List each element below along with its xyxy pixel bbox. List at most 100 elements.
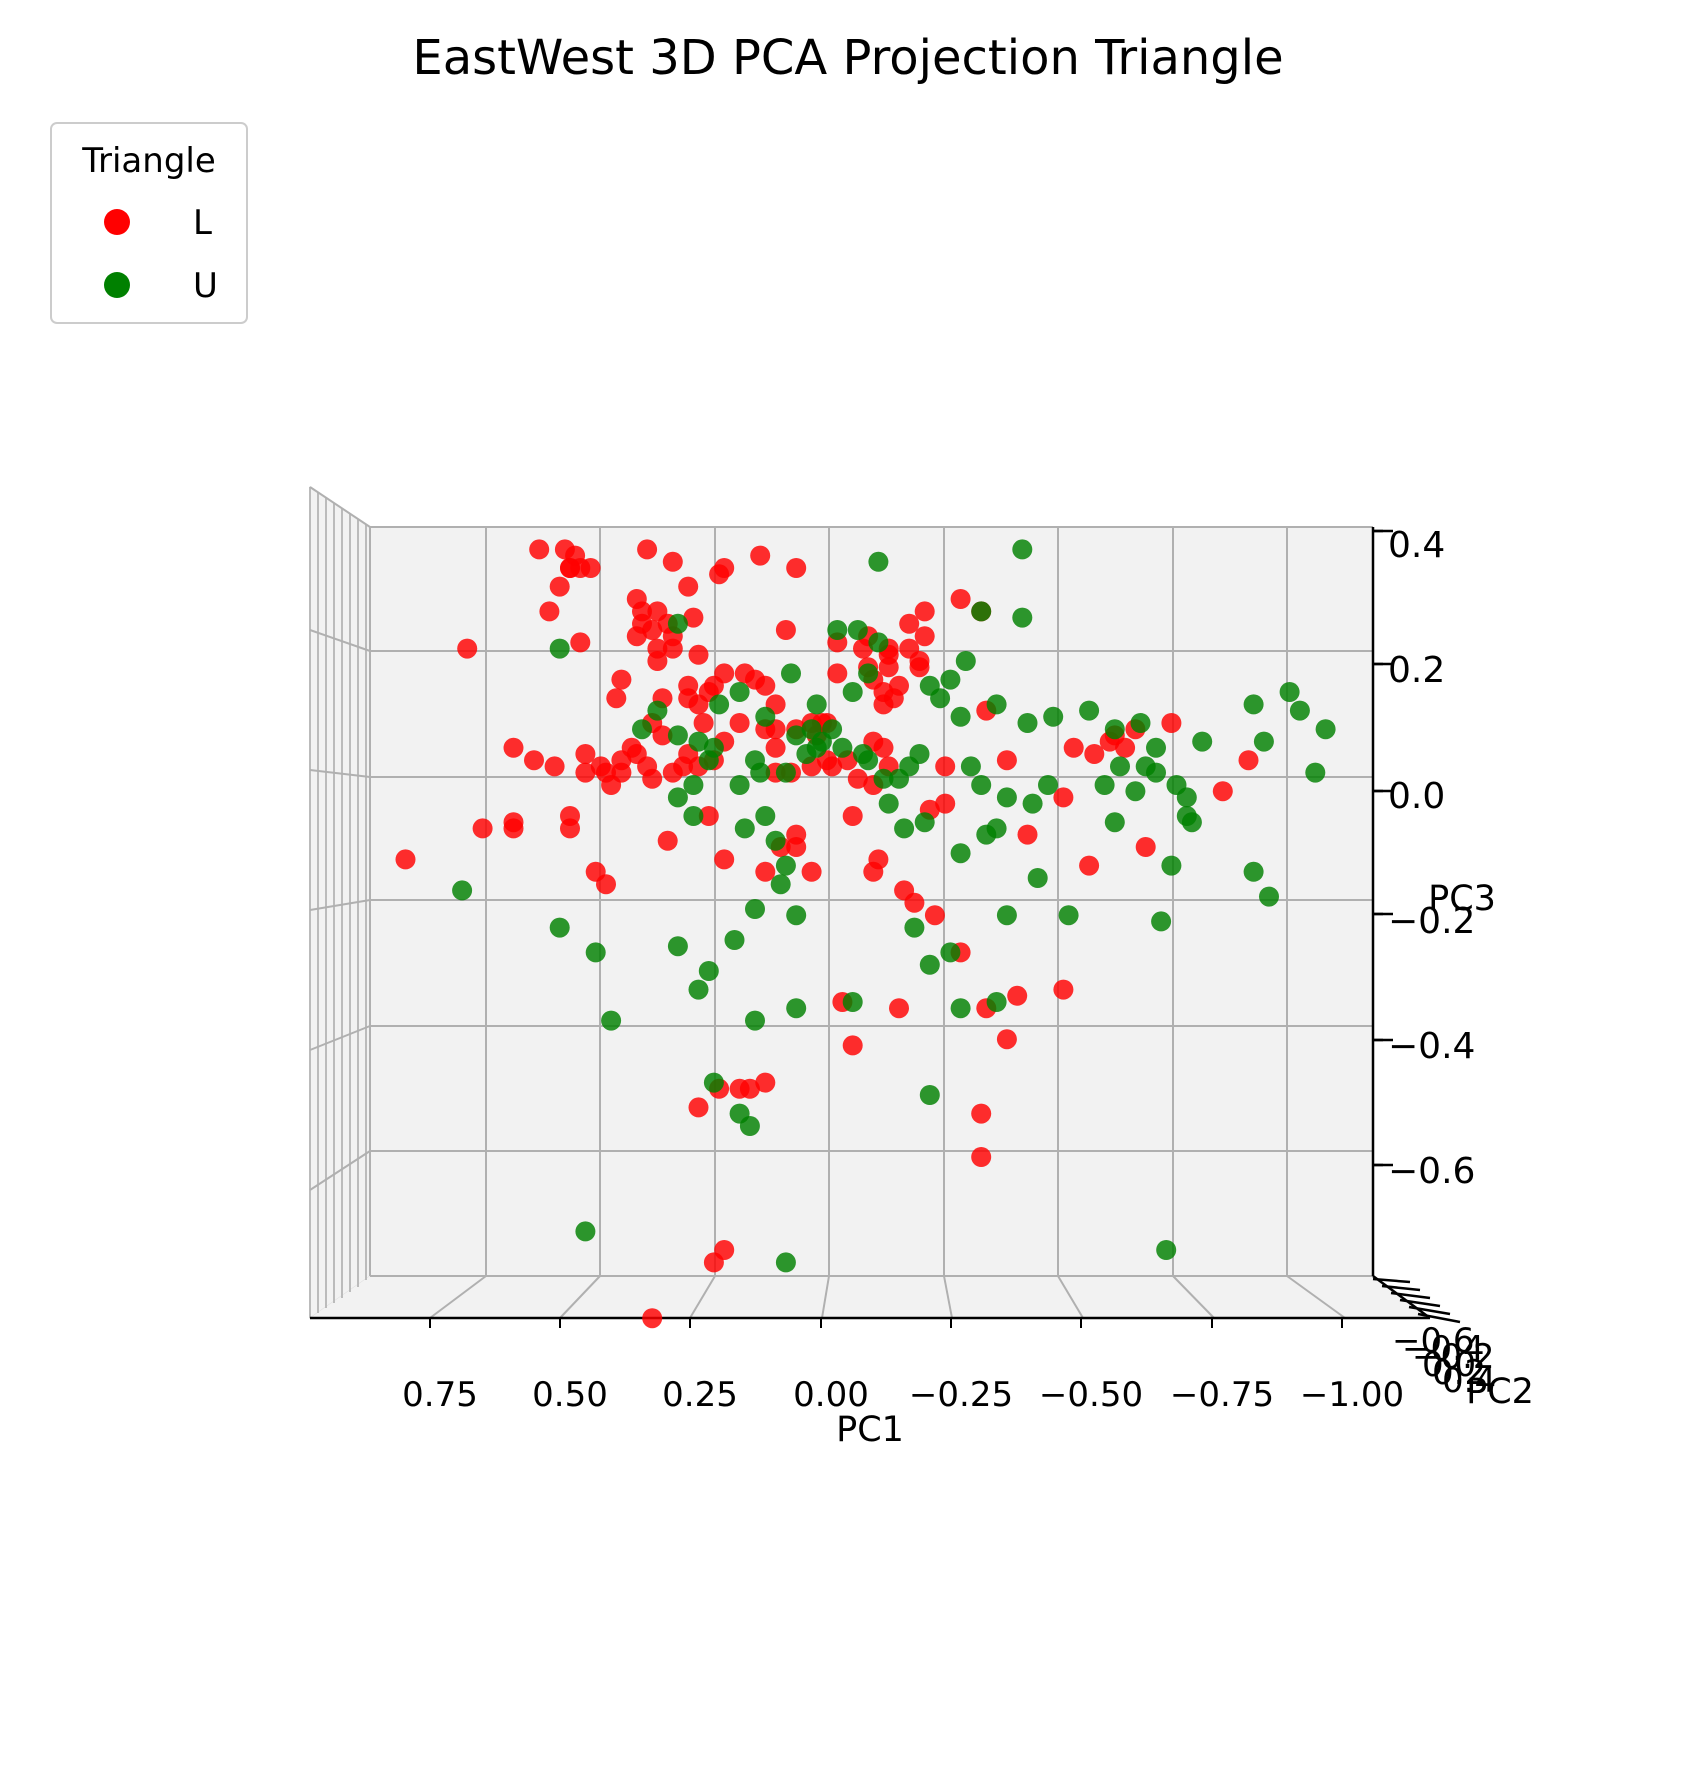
z-axis-label: PC3 [1428,879,1496,919]
point-u [698,961,719,981]
point-u [1079,700,1100,721]
point-l [755,1072,776,1093]
z-tick-label: 0.2 [1388,650,1445,691]
point-u [729,775,750,795]
point-u [1192,731,1213,752]
point-u [1058,905,1079,926]
point-u [1243,861,1264,882]
point-u [703,1072,724,1093]
x-floor-gridline [1286,1275,1346,1319]
point-u [950,706,971,727]
point-u [1110,756,1130,777]
point-l [683,607,704,628]
point-u [996,905,1017,926]
point-u [1156,1240,1177,1260]
x-tick-label: 0.50 [532,1375,608,1415]
point-l [971,1103,992,1124]
point-u [724,930,745,950]
point-l [1079,855,1100,876]
z-side-gridline [309,899,371,911]
z-tick-label: −0.4 [1388,1026,1475,1067]
point-l [1135,837,1156,857]
point-u [1146,737,1166,758]
y-tick [1372,1277,1411,1284]
point-u [960,756,981,777]
y-tick-label: 0.2 [1432,1353,1486,1393]
z-ticks: 0.4 0.2 0.0 −0.2 −0.4 −0.6 [1373,525,1475,1192]
z-side-gridline [309,629,371,652]
point-l [549,576,570,597]
point-u [1289,700,1310,721]
point-u [806,737,827,758]
point-u [549,917,570,938]
point-l [698,806,719,826]
point-u [971,775,992,795]
point-u [950,843,971,864]
y-tick [1408,1305,1451,1316]
point-u [775,1252,796,1273]
point-l [878,657,899,678]
x-tick-label: −0.75 [1170,1375,1274,1415]
point-u [781,663,801,684]
point-l [822,756,843,777]
point-u [930,688,951,709]
point-l [729,713,750,733]
point-u [786,905,807,926]
point-u [755,806,776,826]
point-u [1038,775,1058,795]
x-floor-gridline [689,1275,716,1319]
point-l [1161,713,1182,733]
point-l [1238,750,1259,771]
point-l [1084,744,1105,764]
legend-title: Triangle [81,141,216,181]
point-l [899,613,920,634]
point-u [688,979,709,1000]
point-u [667,613,688,634]
point-u [1161,855,1182,876]
point-u [770,874,791,895]
point-l [596,874,616,895]
point-u [868,632,889,653]
point-u [827,620,848,640]
y-tick [1381,1284,1421,1292]
point-l [647,651,668,671]
point-l [611,750,632,771]
point-u [734,818,755,839]
point-u [1130,713,1151,733]
point-l [996,750,1017,771]
point-l [873,737,894,758]
point-u [801,719,822,740]
point-u [765,830,786,851]
x-axis-label: PC1 [836,1410,904,1450]
point-u [688,731,709,752]
point-l [755,861,776,882]
point-l [662,762,683,783]
point-l [662,551,683,572]
point-u [1151,911,1172,932]
point-l [935,756,956,777]
x-tick-label: 0.00 [793,1375,869,1415]
y-tick [1417,1312,1461,1324]
chart-title: EastWest 3D PCA Projection Triangle [412,30,1283,86]
point-u [914,812,935,833]
point-u [832,737,853,758]
point-u [1146,762,1166,783]
y-tick-label: −0.4 [1402,1329,1485,1369]
point-l [827,663,848,684]
point-u [940,942,961,963]
point-u [1125,781,1146,802]
z-side-gridline [309,1025,371,1051]
point-l [580,558,601,578]
point-l [575,762,596,783]
point-l [883,688,904,709]
point-l [642,620,663,640]
point-l [899,638,920,659]
point-l [1053,979,1074,1000]
x-floor-gridline [559,1275,601,1319]
x-tick-label: −1.00 [1300,1375,1404,1415]
point-l [765,737,786,758]
point-l [801,861,822,882]
point-u [996,787,1017,808]
y-tick [1399,1298,1441,1308]
